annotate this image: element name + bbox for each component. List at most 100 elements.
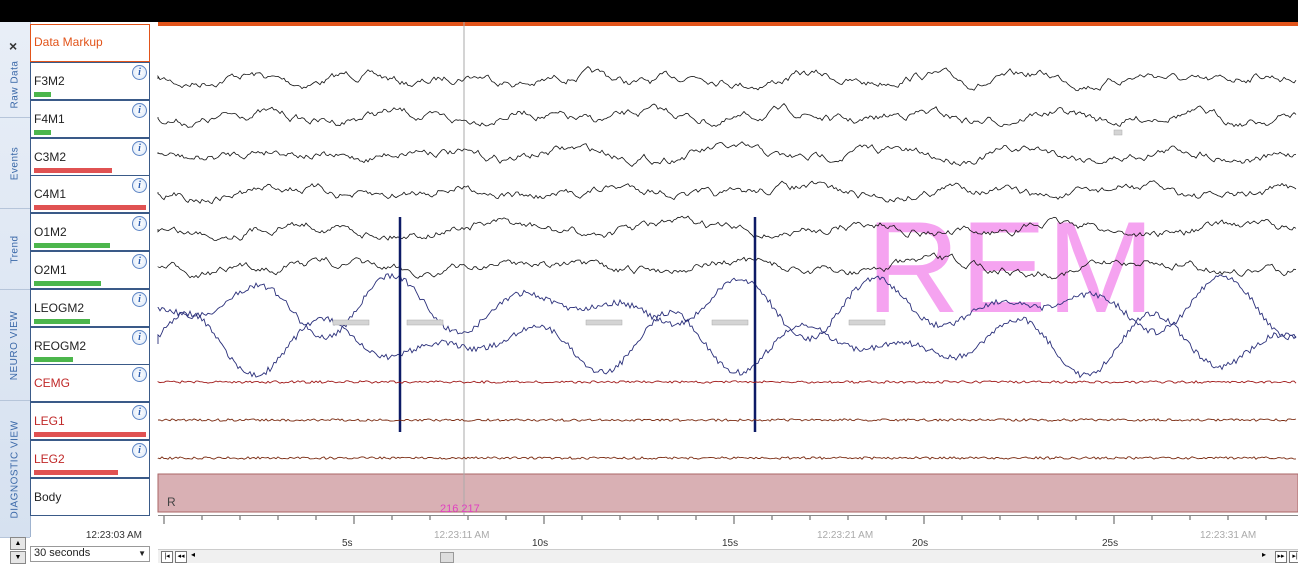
channel-f4m1[interactable]: F4M1 i <box>30 99 150 138</box>
data-markup-label: Data Markup <box>34 35 103 49</box>
timeline-seconds-label: 20s <box>912 538 929 549</box>
epoch-numbers: 216 217 <box>440 503 480 515</box>
side-tab-bar: × Raw Data Events Trend NEURO VIEW DIAGN… <box>0 22 31 538</box>
scroll-right-icon[interactable]: ▸ <box>1262 550 1267 559</box>
top-bar <box>0 0 1298 22</box>
signal-quality-bar <box>34 470 118 475</box>
channel-label: LEG2 <box>34 452 65 466</box>
signal-quality-bar <box>34 318 90 324</box>
annotation-marker[interactable] <box>332 319 370 326</box>
channel-label: Body <box>34 489 62 504</box>
timeline-seconds-label: 15s <box>722 538 739 549</box>
first-page-icon[interactable]: |◂ <box>161 551 173 563</box>
annotation-marker[interactable] <box>711 319 749 326</box>
tab-trend-label: Trend <box>9 234 21 264</box>
channel-c3m2[interactable]: C3M2 i <box>30 137 150 176</box>
channel-leg2[interactable]: LEG2 i <box>30 440 150 478</box>
info-icon[interactable]: i <box>132 216 147 232</box>
annotation-marker[interactable] <box>1113 129 1123 136</box>
annotation-marker[interactable] <box>585 319 623 326</box>
signal-quality-bar <box>34 356 73 362</box>
channel-o1m2[interactable]: O1M2 i <box>30 213 150 252</box>
timeline-ticks <box>163 516 1267 524</box>
channel-cemg[interactable]: CEMG i <box>30 364 150 403</box>
info-icon[interactable]: i <box>132 367 147 383</box>
tab-diagnostic-view[interactable]: DIAGNOSTIC VIEW <box>0 401 30 538</box>
emg-trace-leg2 <box>157 456 1297 460</box>
eeg-trace-c4m1 <box>157 180 1297 205</box>
vertical-scroll-buttons: ▲ ▼ <box>10 537 26 564</box>
signal-quality-bar <box>34 92 51 97</box>
annotation-marker[interactable] <box>848 319 886 326</box>
tab-raw-data-label: Raw Data <box>9 60 21 109</box>
channel-label: O2M1 <box>34 263 67 277</box>
channel-label: F4M1 <box>34 111 65 126</box>
body-position-band <box>157 473 1298 513</box>
info-icon[interactable]: i <box>132 329 147 345</box>
prev-page-icon[interactable]: ◂◂ <box>175 551 187 563</box>
next-page-icon[interactable]: ▸▸ <box>1275 551 1287 563</box>
eeg-trace-o1m2 <box>157 215 1297 242</box>
navigation-scrollbar[interactable]: |◂ ◂◂ ◂ ▸ ▸▸ ▸| <box>158 549 1298 563</box>
channel-body[interactable]: Body <box>30 477 150 516</box>
channel-label-column: Data Markup F3M2 i F4M1 i C3M2 i C4M1 i O1M2 i O2M… <box>30 22 151 516</box>
signal-quality-bar <box>34 432 146 438</box>
timeline-axis: 5s 10s 15s 20s 25s 12:23:11 AM 12:23:21 AM 12:2… <box>158 515 1298 550</box>
info-icon[interactable]: i <box>132 405 147 421</box>
tab-trend[interactable]: Trend <box>0 209 30 290</box>
last-page-icon[interactable]: ▸| <box>1289 551 1298 563</box>
info-icon[interactable]: i <box>132 291 147 307</box>
scroll-thumb[interactable] <box>440 552 454 563</box>
channel-label: LEG1 <box>34 414 65 429</box>
eeg-trace-f4m1 <box>157 103 1297 128</box>
waveform-canvas[interactable]: R REM 216 217 <box>151 22 1298 515</box>
tab-diagnostic-view-label: DIAGNOSTIC VIEW <box>9 419 21 519</box>
eeg-trace-c3m2 <box>157 141 1297 167</box>
info-icon[interactable]: i <box>132 65 147 80</box>
channel-label: REOGM2 <box>34 338 87 353</box>
channel-label: CEMG <box>34 376 70 391</box>
channel-reogm2[interactable]: REOGM2 i <box>30 326 150 365</box>
eog-trace-left <box>157 272 1297 343</box>
channel-label: C3M2 <box>34 149 67 164</box>
channel-c4m1[interactable]: C4M1 i <box>30 175 150 214</box>
scroll-left-icon[interactable]: ◂ <box>191 550 196 559</box>
timeline-seconds-label: 10s <box>532 538 549 549</box>
emg-trace-leg1 <box>157 418 1297 422</box>
window-length-value: 30 seconds <box>34 547 91 559</box>
signal-quality-bar <box>34 205 146 211</box>
scroll-down-icon[interactable]: ▼ <box>10 551 26 564</box>
timeline-clock-label: 12:23:31 AM <box>1200 530 1257 541</box>
signal-quality-bar <box>34 243 110 249</box>
channel-leg1[interactable]: LEG1 i <box>30 402 150 441</box>
tab-raw-data[interactable]: Raw Data <box>0 52 30 118</box>
signal-quality-bar <box>34 167 112 173</box>
info-icon[interactable]: i <box>132 443 147 458</box>
window-length-select[interactable]: 30 seconds ▼ <box>30 546 150 562</box>
info-icon[interactable]: i <box>132 102 147 118</box>
signal-quality-bar <box>34 129 51 135</box>
info-icon[interactable]: i <box>132 140 147 156</box>
channel-label: F3M2 <box>34 74 65 88</box>
tab-neuro-view-label: NEURO VIEW <box>9 310 21 380</box>
tab-events[interactable]: Events <box>0 118 30 209</box>
emg-trace-cemg <box>157 380 1297 384</box>
signal-quality-bar <box>34 281 101 286</box>
timeline-seconds-label: 5s <box>342 538 353 549</box>
info-icon[interactable]: i <box>132 254 147 269</box>
timeline-clock-label: 12:23:21 AM <box>817 530 874 541</box>
tab-neuro-view[interactable]: NEURO VIEW <box>0 290 30 401</box>
info-icon[interactable]: i <box>132 178 147 194</box>
channel-label: LEOGM2 <box>34 300 85 315</box>
data-markup-header[interactable]: Data Markup <box>30 24 150 62</box>
channel-f3m2[interactable]: F3M2 i <box>30 62 150 100</box>
close-icon[interactable]: × <box>9 38 18 54</box>
tab-events-label: Events <box>9 146 21 180</box>
epoch-indicator-strip <box>158 22 1298 26</box>
channel-leogm2[interactable]: LEOGM2 i <box>30 288 150 327</box>
channel-label: O1M2 <box>34 225 67 240</box>
channel-o2m1[interactable]: O2M1 i <box>30 251 150 289</box>
scroll-up-icon[interactable]: ▲ <box>10 537 26 550</box>
annotation-marker[interactable] <box>406 319 444 326</box>
signal-graph-area[interactable]: R REM 216 217 <box>151 22 1298 515</box>
